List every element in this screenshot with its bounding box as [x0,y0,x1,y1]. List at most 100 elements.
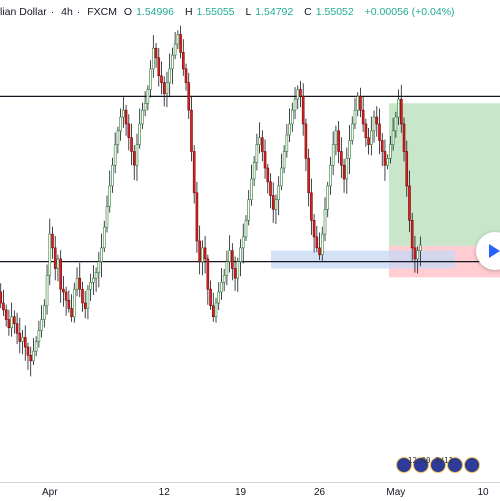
candle-body [32,350,35,362]
coin-badge-icon [430,456,446,473]
candle-body [239,247,242,262]
play-button[interactable] [476,232,500,270]
candle-body [285,134,289,152]
candle-body [15,323,19,334]
timeframe-label[interactable]: 4h [61,6,73,18]
candle-body [187,82,191,111]
candle-body [119,116,122,132]
x-tick-label: Apr [41,487,58,498]
candle-body [132,151,136,166]
high-label: H [184,6,193,18]
candle-body [102,226,106,249]
candle-body [247,199,250,221]
candle-body [320,233,324,256]
candle-body [397,98,400,118]
highlight-box [271,250,455,269]
candle-body [323,209,327,235]
candle-body [217,291,221,304]
candle-body [94,272,98,279]
candle-body [282,151,286,169]
candle-body [405,151,409,187]
x-tick-label: 19 [234,487,247,498]
candle-body [258,137,261,145]
price-chart[interactable] [0,0,500,482]
candle-body [402,123,406,152]
candle-body [241,236,245,249]
candle-body [301,96,305,125]
exchange-label: FXCM [87,6,117,18]
candle-body [419,244,422,251]
candle-body [318,247,321,256]
candle-body [375,116,379,125]
candle-body [182,52,185,70]
coin-badge-icon [413,456,429,473]
candle-body [10,316,13,329]
candle-body [206,258,210,290]
x-tick-label: May [386,487,406,498]
candle-body [203,247,207,260]
candle-body [389,144,392,159]
candle-body [201,247,204,262]
candle-body [105,206,109,228]
candle-body [380,140,384,152]
candle-body [173,43,177,56]
candle-body [231,250,234,269]
candle-body [113,144,117,166]
candle-body [410,220,414,249]
low-label: L [245,6,252,18]
candle-body [160,75,163,83]
candle-body [192,151,196,194]
candle-body [329,164,332,187]
candle-body [416,250,419,260]
candle-body [233,268,237,279]
candle-body [67,299,71,309]
candle-body [23,337,27,348]
candle-body [356,96,360,111]
candle-body [0,291,3,304]
candle-body [154,47,158,59]
candle-body [89,282,92,290]
x-tick-label: 26 [313,487,326,498]
candle-body [184,68,188,83]
candle-body [2,302,5,311]
low-value: 1.54792 [255,6,294,18]
candle-body [337,130,340,152]
candle-body [135,144,139,166]
candle-body [408,185,411,221]
candle-body [334,130,338,145]
candle-body [383,151,387,166]
candle-body [37,330,41,342]
candle-body [274,199,278,210]
candle-body [367,137,370,145]
x-tick-label: 10 [477,487,489,498]
change-value: +0.00056 (+0.04%) [364,6,455,18]
high-value: 1.55055 [196,6,235,18]
candle-body [198,240,201,262]
candle-body [48,233,52,276]
candle-body [307,158,310,194]
candle-body [290,109,294,125]
symbol-name[interactable]: lian Dollar [0,6,47,18]
candle-body [359,96,362,111]
candle-body [266,167,270,183]
candle-body [372,116,376,132]
candle-body [143,102,147,111]
candle-body [195,192,199,242]
time-axis[interactable] [0,482,500,501]
candle-body [394,116,398,132]
coin-badge: 12:00 3/11 [396,456,481,474]
candle-body [40,319,43,331]
coin-badge-icon [464,456,480,473]
symbol-header: lian Dollar · 4h · FXCM O 1.54996 H 1.55055 … [0,6,455,18]
candle-body [127,123,131,139]
candle-body [75,277,79,290]
candle-body [83,302,87,309]
candle-body [399,98,403,125]
candle-body [342,164,346,180]
candle-body [149,68,152,90]
candle-body [141,109,144,125]
coin-badge-icon [396,456,412,473]
candle-body [378,123,381,141]
candle-body [146,89,150,104]
candle-body [250,178,253,200]
